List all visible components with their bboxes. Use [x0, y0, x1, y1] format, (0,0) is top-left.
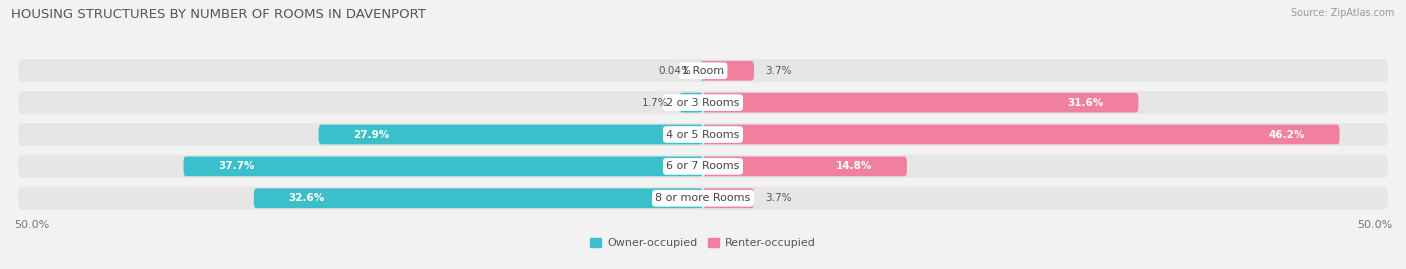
FancyBboxPatch shape: [679, 93, 703, 112]
Text: 27.9%: 27.9%: [353, 129, 389, 140]
FancyBboxPatch shape: [18, 91, 1388, 114]
Text: 1.7%: 1.7%: [643, 98, 669, 108]
Text: 0.04%: 0.04%: [658, 66, 692, 76]
Text: 50.0%: 50.0%: [14, 220, 49, 230]
Text: HOUSING STRUCTURES BY NUMBER OF ROOMS IN DAVENPORT: HOUSING STRUCTURES BY NUMBER OF ROOMS IN…: [11, 8, 426, 21]
Text: 3.7%: 3.7%: [765, 66, 792, 76]
Text: 8 or more Rooms: 8 or more Rooms: [655, 193, 751, 203]
Text: 4 or 5 Rooms: 4 or 5 Rooms: [666, 129, 740, 140]
FancyBboxPatch shape: [703, 125, 1340, 144]
FancyBboxPatch shape: [18, 155, 1388, 178]
Text: 50.0%: 50.0%: [1357, 220, 1392, 230]
Text: 3.7%: 3.7%: [765, 193, 792, 203]
FancyBboxPatch shape: [703, 61, 754, 81]
Text: Source: ZipAtlas.com: Source: ZipAtlas.com: [1291, 8, 1395, 18]
FancyBboxPatch shape: [184, 157, 703, 176]
FancyBboxPatch shape: [703, 188, 754, 208]
FancyBboxPatch shape: [703, 157, 907, 176]
FancyBboxPatch shape: [18, 59, 1388, 82]
FancyBboxPatch shape: [703, 93, 1139, 112]
FancyBboxPatch shape: [700, 61, 704, 81]
FancyBboxPatch shape: [18, 123, 1388, 146]
Text: 46.2%: 46.2%: [1268, 129, 1305, 140]
Text: 1 Room: 1 Room: [682, 66, 724, 76]
Text: 2 or 3 Rooms: 2 or 3 Rooms: [666, 98, 740, 108]
Text: 37.7%: 37.7%: [218, 161, 254, 171]
FancyBboxPatch shape: [254, 188, 703, 208]
Text: 32.6%: 32.6%: [288, 193, 325, 203]
FancyBboxPatch shape: [18, 187, 1388, 210]
Text: 31.6%: 31.6%: [1067, 98, 1104, 108]
Text: 14.8%: 14.8%: [837, 161, 873, 171]
FancyBboxPatch shape: [319, 125, 703, 144]
Legend: Owner-occupied, Renter-occupied: Owner-occupied, Renter-occupied: [586, 233, 820, 253]
Text: 6 or 7 Rooms: 6 or 7 Rooms: [666, 161, 740, 171]
